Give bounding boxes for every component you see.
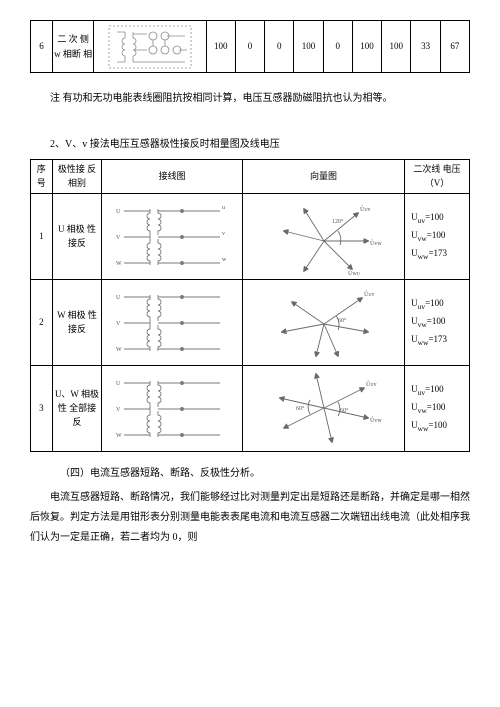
volt-line: Uuv=100 xyxy=(411,209,468,227)
svg-text:W: W xyxy=(116,433,122,439)
t2-r2-num: 2 xyxy=(31,279,53,365)
t2-r3-phasor: 60° 60° Ůᴜᴠ Ůᴠᴡ xyxy=(242,365,404,451)
phasor-svg-1: 120° Ůᴜᴠ Ůᴠᴡ Ůᴡᴜ xyxy=(254,196,394,276)
t1-wiring-diagram xyxy=(94,21,206,73)
t1-v2: 0 xyxy=(265,21,294,73)
t1-v7: 33 xyxy=(411,21,440,73)
volt-line: Uvw=100 xyxy=(411,313,468,331)
svg-text:V: V xyxy=(116,407,121,413)
t1-v4: 0 xyxy=(323,21,352,73)
svg-text:u: u xyxy=(222,205,225,211)
volt-line: Uuv=100 xyxy=(411,381,468,399)
t1-num: 6 xyxy=(31,21,53,73)
svg-text:W: W xyxy=(116,261,122,267)
table-row: 3 U、W 相极性 全部接 反 U V W xyxy=(31,365,470,451)
t2-r2-volts: Uuv=100 Uvw=100 Uww=173 xyxy=(405,279,470,365)
section-title: （四）电流互感器短路、断路、反极性分析。 xyxy=(60,466,470,482)
wiring-svg-1: U V W xyxy=(112,197,232,275)
t2-r2-label: W 相极 性接反 xyxy=(52,279,102,365)
t2-r3-label: U、W 相极性 全部接 反 xyxy=(52,365,102,451)
svg-text:60°: 60° xyxy=(296,405,305,412)
t2-h0: 序 号 xyxy=(31,160,53,194)
body-paragraph: 电流互感器短路、断路情况，我们能够经过比对测量判定出是短路还是断路，并确定是哪一… xyxy=(30,488,470,548)
subtitle: 2、V、v 接法电压互感器极性接反时相量图及线电压 xyxy=(50,137,470,153)
svg-text:V: V xyxy=(116,235,121,241)
svg-text:V: V xyxy=(116,321,121,327)
svg-text:U: U xyxy=(116,209,121,215)
wiring-svg-2: U V W xyxy=(112,283,232,361)
table-row: 2 W 相极 性接反 U V W xyxy=(31,279,470,365)
wiring-svg-3: U V W xyxy=(112,369,232,447)
t2-r1-num: 1 xyxy=(31,193,53,279)
t1-v0: 100 xyxy=(206,21,235,73)
table-1-broken-phase: 6 二 次 侧 w 相断 相 xyxy=(30,20,470,73)
t2-h2: 接线图 xyxy=(102,160,243,194)
table-2-polarity-reverse: 序 号 极性接 反相别 接线图 向量图 二次线 电压（V） 1 U 相极 性接反… xyxy=(30,159,470,452)
t2-r3-volts: Uuv=100 Uvw=100 Uww=100 xyxy=(405,365,470,451)
svg-text:U: U xyxy=(116,295,121,301)
svg-text:60°: 60° xyxy=(338,317,347,324)
volt-line: Uuv=100 xyxy=(411,295,468,313)
t1-v3: 100 xyxy=(294,21,323,73)
t2-h3: 向量图 xyxy=(242,160,404,194)
t1-v8: 67 xyxy=(440,21,469,73)
volt-line: Uww=173 xyxy=(411,245,468,263)
t2-r2-wiring: U V W xyxy=(102,279,243,365)
svg-text:Ůᴠᴡ: Ůᴠᴡ xyxy=(370,416,382,424)
t1-v5: 100 xyxy=(352,21,381,73)
wiring-diagram-svg xyxy=(107,24,193,70)
table-row: 1 U 相极 性接反 U V W xyxy=(31,193,470,279)
svg-text:Ůᴜᴠ: Ůᴜᴠ xyxy=(364,290,375,298)
svg-text:120°: 120° xyxy=(332,218,344,225)
svg-text:60°: 60° xyxy=(340,407,349,414)
svg-text:w: w xyxy=(222,257,227,263)
t2-r3-num: 3 xyxy=(31,365,53,451)
t1-desc: 二 次 侧 w 相断 相 xyxy=(52,21,93,73)
t2-h1: 极性接 反相别 xyxy=(52,160,102,194)
t2-h4: 二次线 电压（V） xyxy=(405,160,470,194)
t2-r3-wiring: U V W xyxy=(102,365,243,451)
phasor-svg-3: 60° 60° Ůᴜᴠ Ůᴠᴡ xyxy=(254,368,394,448)
svg-text:Ůᴜᴠ: Ůᴜᴠ xyxy=(360,205,371,213)
volt-line: Uww=173 xyxy=(411,331,468,349)
t1-v6: 100 xyxy=(382,21,411,73)
volt-line: Uvw=100 xyxy=(411,399,468,417)
svg-text:Ůᴠᴡ: Ůᴠᴡ xyxy=(370,239,382,247)
t2-r1-wiring: U V W xyxy=(102,193,243,279)
t2-r1-volts: Uuv=100 Uvw=100 Uww=173 xyxy=(405,193,470,279)
phasor-svg-2: 60° Ůᴜᴠ xyxy=(254,282,394,362)
t1-v1: 0 xyxy=(235,21,264,73)
svg-text:U: U xyxy=(116,381,121,387)
volt-line: Uww=100 xyxy=(411,417,468,435)
volt-line: Uvw=100 xyxy=(411,227,468,245)
svg-text:W: W xyxy=(116,347,122,353)
svg-text:Ůᴡᴜ: Ůᴡᴜ xyxy=(348,269,361,276)
t2-r1-phasor: 120° Ůᴜᴠ Ůᴠᴡ Ůᴡᴜ xyxy=(242,193,404,279)
t2-r1-label: U 相极 性接反 xyxy=(52,193,102,279)
t2-r2-phasor: 60° Ůᴜᴠ xyxy=(242,279,404,365)
note-text: 注 有功和无功电能表线圈阻抗按相同计算，电压互感器励磁阻抗也认为相等。 xyxy=(30,91,470,107)
svg-text:v: v xyxy=(222,231,225,237)
svg-text:Ůᴜᴠ: Ůᴜᴠ xyxy=(366,380,377,388)
